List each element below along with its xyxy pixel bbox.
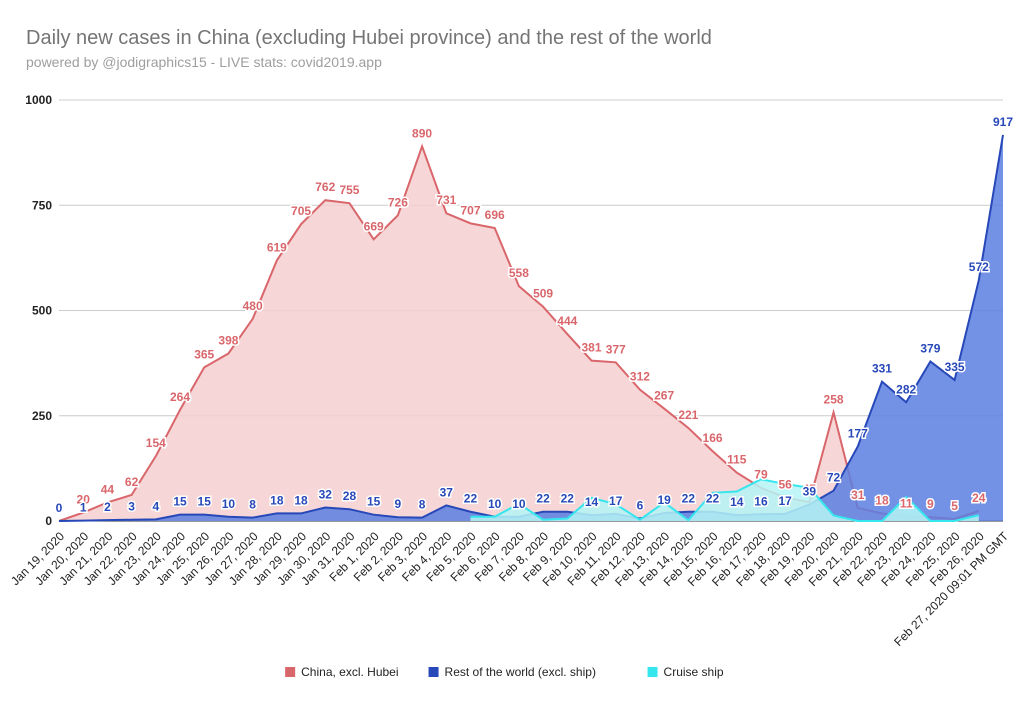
data-label: 22 [682, 492, 696, 506]
data-label: 377 [606, 342, 626, 356]
area-fill [59, 146, 979, 521]
data-label: 335 [945, 360, 965, 374]
data-label: 17 [609, 494, 623, 508]
data-label: 267 [654, 389, 674, 403]
data-label: 37 [440, 485, 454, 499]
legend-label: China, excl. Hubei [301, 665, 398, 679]
data-label: 2 [104, 500, 111, 514]
chart-title: Daily new cases in China (excluding Hube… [26, 27, 712, 49]
data-label: 264 [170, 390, 190, 404]
data-label: 39 [803, 485, 817, 499]
data-label: 221 [678, 408, 698, 422]
data-label: 22 [536, 492, 550, 506]
data-label: 0 [56, 501, 63, 515]
data-label: 28 [343, 489, 357, 503]
data-label: 726 [388, 195, 408, 209]
legend-swatch [285, 667, 296, 677]
data-label: 6 [637, 498, 644, 512]
data-label: 22 [706, 492, 720, 506]
data-label: 509 [533, 287, 553, 301]
data-label: 381 [581, 341, 601, 355]
data-label: 379 [920, 341, 940, 355]
data-label: 14 [730, 495, 744, 509]
data-label: 480 [243, 299, 263, 313]
data-label: 9 [395, 497, 402, 511]
legend-swatch [647, 667, 658, 677]
data-label: 707 [460, 203, 480, 217]
data-label: 331 [872, 362, 892, 376]
area-fill [59, 134, 1003, 521]
data-label: 31 [851, 488, 865, 502]
data-label: 18 [875, 493, 889, 507]
data-label: 45 [803, 482, 817, 496]
data-label: 15 [198, 495, 212, 509]
data-label: 312 [630, 370, 650, 384]
data-label: 4 [152, 499, 159, 513]
data-label: 669 [364, 219, 384, 233]
series-line [58, 143, 980, 522]
data-label: 17 [778, 494, 792, 508]
data-label: 56 [778, 477, 792, 491]
data-label: 62 [125, 475, 139, 489]
data-label: 1 [80, 501, 87, 515]
data-label: 154 [146, 436, 166, 450]
data-label: 32 [319, 488, 333, 502]
data-label: 696 [485, 208, 505, 222]
data-label: 11 [900, 496, 913, 510]
data-label: 14 [585, 495, 599, 509]
data-label: 731 [436, 193, 456, 207]
data-label: 917 [993, 115, 1013, 129]
data-label: 3 [128, 500, 135, 514]
data-label: 177 [848, 426, 868, 440]
data-label: 79 [754, 468, 768, 482]
y-tick-label: 750 [32, 198, 52, 212]
chart-subtitle: powered by @jodigraphics15 - LIVE stats:… [26, 54, 382, 70]
data-label: 166 [703, 431, 723, 445]
data-label: 22 [561, 492, 575, 506]
data-label: 572 [969, 260, 989, 274]
y-tick-label: 0 [45, 514, 52, 528]
data-label: 18 [270, 493, 284, 507]
data-label: 22 [464, 492, 478, 506]
legend-label: Rest of the world (excl. ship) [445, 665, 596, 679]
data-label: 5 [951, 499, 958, 513]
data-label: 24 [972, 491, 986, 505]
data-label: 15 [367, 495, 381, 509]
data-label: 705 [291, 204, 311, 218]
y-tick-label: 1000 [25, 93, 52, 107]
data-label: 115 [727, 453, 747, 467]
data-label: 755 [339, 183, 359, 197]
data-label: 398 [218, 333, 238, 347]
data-label: 282 [896, 382, 916, 396]
data-label: 72 [827, 471, 841, 485]
data-label: 890 [412, 126, 432, 140]
y-tick-label: 500 [32, 304, 52, 318]
data-label: 558 [509, 266, 529, 280]
data-label: 44 [101, 482, 115, 496]
data-label: 8 [249, 498, 256, 512]
data-label: 619 [267, 240, 287, 254]
data-label: 444 [557, 314, 577, 328]
data-label: 0 [56, 501, 63, 515]
data-label: 8 [419, 498, 426, 512]
series-line [470, 478, 980, 522]
data-label: 762 [315, 180, 335, 194]
data-label: 258 [824, 392, 844, 406]
data-label: 19 [657, 493, 671, 507]
legend: China, excl. Hubei Rest of the world (exc… [285, 665, 724, 679]
legend-swatch [428, 667, 439, 677]
legend-label: Cruise ship [664, 665, 724, 679]
data-label: 9 [927, 497, 934, 511]
data-label: 10 [512, 497, 526, 511]
data-label: 10 [488, 497, 502, 511]
data-label: 18 [294, 493, 308, 507]
data-label: 365 [194, 347, 214, 361]
data-label: 15 [173, 495, 187, 509]
data-label: 10 [222, 497, 236, 511]
data-label: 16 [754, 494, 768, 508]
area-fill [470, 479, 979, 521]
y-tick-label: 250 [32, 409, 52, 423]
data-label: 20 [77, 493, 91, 507]
